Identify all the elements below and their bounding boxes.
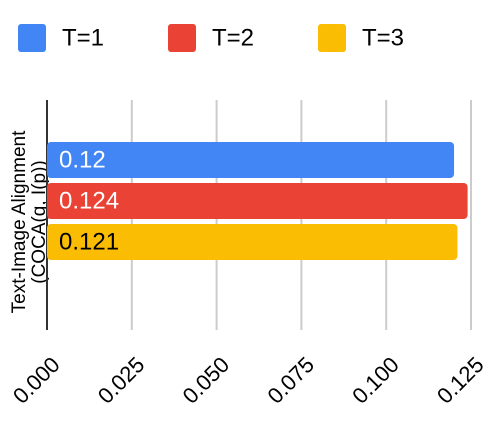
legend-label: T=3 xyxy=(362,24,404,51)
legend-label: T=2 xyxy=(212,24,254,51)
x-tick-label: 0.125 xyxy=(432,352,489,409)
x-tick-label: 0.100 xyxy=(347,352,404,409)
legend-label: T=1 xyxy=(62,24,104,51)
y-label-line: (COCA(q, I(p)) xyxy=(29,160,50,284)
value-label: 0.124 xyxy=(59,187,119,214)
y-label-line: Text-Image Alignment xyxy=(9,130,30,313)
bar xyxy=(47,142,455,178)
x-tick-label: 0.000 xyxy=(8,352,65,409)
x-tick-label: 0.050 xyxy=(178,352,235,409)
value-label: 0.121 xyxy=(59,228,119,255)
legend-swatch xyxy=(18,24,46,52)
bar xyxy=(47,224,458,260)
bar xyxy=(47,183,468,219)
legend-swatch xyxy=(168,24,196,52)
legend-swatch xyxy=(318,24,346,52)
x-tick-label: 0.075 xyxy=(262,352,319,409)
y-axis-label: Text-Image Alignment (COCA(q, I(p)) xyxy=(9,130,50,313)
x-tick-label: 0.025 xyxy=(93,352,150,409)
value-label: 0.12 xyxy=(59,146,106,173)
